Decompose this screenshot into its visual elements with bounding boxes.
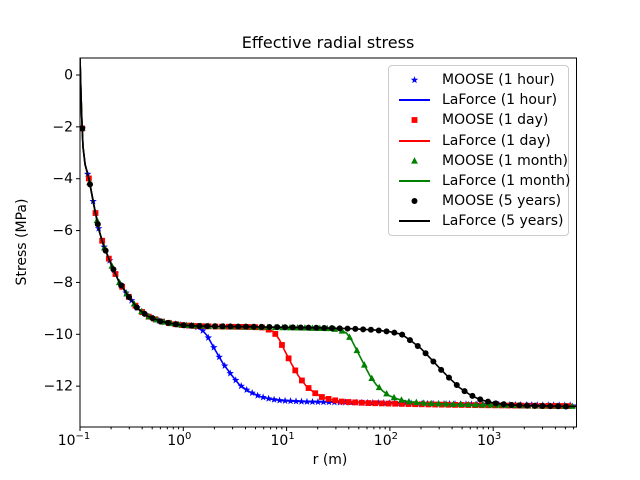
y-tick-label: 0 (64, 68, 73, 84)
y-tick-label: −6 (52, 223, 73, 239)
x-tick-label: 101 (270, 431, 294, 449)
square-icon (411, 117, 418, 124)
plot-area (79, 57, 577, 428)
legend-item-moose-1-month: MOOSE (1 month) (396, 151, 568, 171)
legend-label: MOOSE (5 years) (442, 193, 562, 210)
x-axis-label: r (m) (313, 452, 348, 468)
y-axis-label: Stress (MPa) (14, 199, 30, 286)
legend-label: LaForce (1 month) (442, 173, 571, 190)
line-sample-icon (399, 139, 430, 142)
y-tick-label: −4 (52, 171, 73, 187)
chart-title: Effective radial stress (242, 33, 415, 52)
square-icon (411, 117, 418, 124)
legend-item-laforce-1-day: LaForce (1 day) (396, 131, 564, 151)
legend-item-moose-1-day: MOOSE (1 day) (396, 110, 564, 130)
laforce-line-5-years (80, 58, 577, 408)
y-tick-label: −2 (52, 119, 73, 135)
star-icon (410, 76, 419, 84)
star-icon (410, 76, 419, 84)
legend-item-moose-1-hour: MOOSE (1 hour) (396, 70, 564, 90)
legend-item-laforce-5-years: LaForce (5 years) (396, 211, 564, 231)
line-sample-icon (399, 180, 430, 183)
triangle-icon (411, 157, 418, 164)
legend-label: LaForce (1 day) (442, 132, 551, 149)
legend-label: MOOSE (1 month) (442, 152, 569, 169)
x-tick-label: 102 (374, 431, 398, 449)
legend-label: LaForce (1 hour) (442, 92, 558, 109)
y-tick-label: −8 (52, 275, 73, 291)
circle-icon (411, 198, 418, 205)
circle-icon (411, 198, 418, 205)
legend-label: MOOSE (1 day) (442, 112, 549, 129)
y-tick-label: −10 (43, 327, 73, 343)
axes-layer: 10−1 100 101 102 103 0 −2 −4 −6 −8 −10 −12 (43, 57, 577, 449)
triangle-icon (411, 157, 418, 164)
line-sample-icon (399, 99, 430, 102)
legend-label: MOOSE (1 hour) (442, 72, 555, 89)
series-layer (80, 58, 577, 410)
legend-item-moose-5-years: MOOSE (5 years) (396, 191, 564, 211)
line-sample-icon (399, 220, 430, 223)
legend-label: LaForce (5 years) (442, 213, 564, 230)
x-tick-label: 103 (477, 431, 501, 449)
x-tick-label: 10−1 (58, 431, 91, 449)
y-tick-label: −12 (43, 379, 73, 395)
x-tick-label: 100 (167, 431, 191, 449)
legend: MOOSE (1 hour) LaForce (1 hour) MOOSE (1 d… (388, 65, 570, 236)
legend-item-laforce-1-month: LaForce (1 month) (396, 171, 570, 191)
legend-item-laforce-1-hour: LaForce (1 hour) (396, 90, 564, 110)
